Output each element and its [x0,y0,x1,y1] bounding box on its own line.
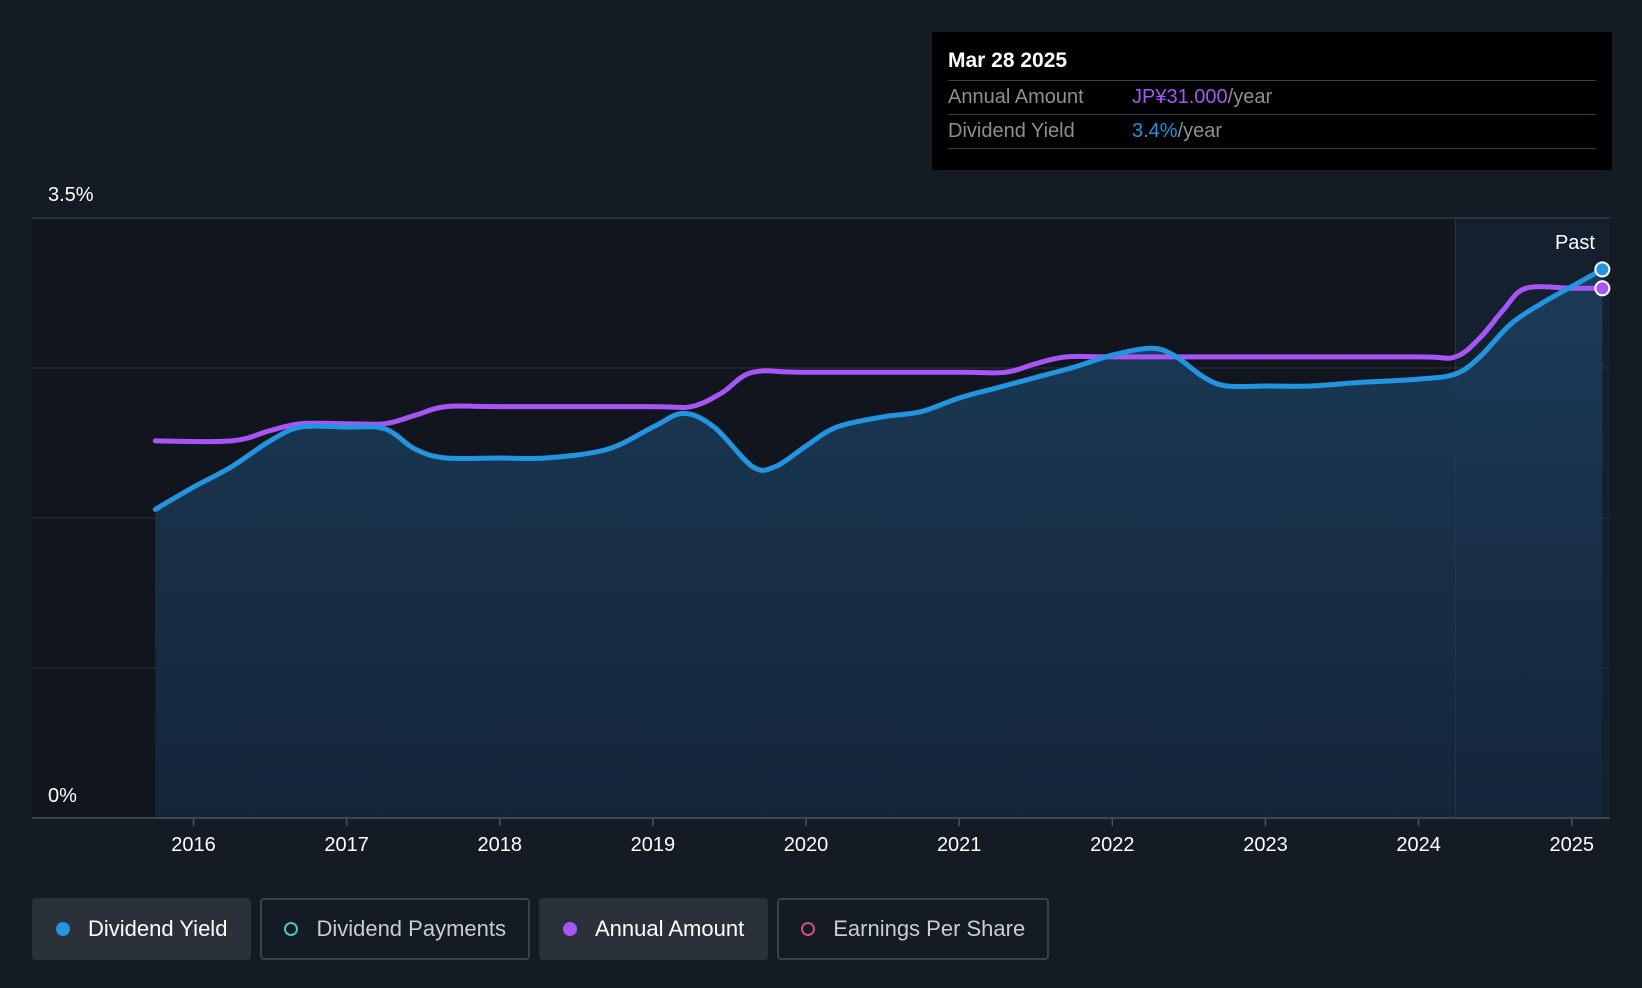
legend-dividend-payments-button[interactable]: Dividend Payments [260,898,530,960]
legend-label: Annual Amount [594,916,745,941]
tooltip-unit: /year [1177,120,1223,142]
x-tick-label: 2020 [784,834,829,856]
legend-label: Dividend Yield [88,916,228,941]
x-tick-label: 2025 [1549,834,1594,856]
x-tick-label: 2016 [171,834,216,856]
legend-earnings-per-share-button[interactable]: Earnings Per Share [777,898,1050,960]
annual-amount-line[interactable] [152,284,1605,445]
filled-circle-icon [56,922,70,936]
x-tick-label: 2019 [631,834,676,856]
x-tick-label: 2018 [478,834,523,856]
legend-label: Earnings Per Share [833,916,1026,941]
tooltip-value: JP¥31.000 [1132,86,1228,108]
tooltip-row-annual-amount: Annual Amount JP¥31.000 /year [948,81,1596,115]
chart-legend: Dividend Yield Dividend Payments Annual … [32,898,1050,960]
hollow-circle-icon [284,922,299,936]
legend-dividend-yield-button[interactable]: Dividend Yield [32,898,252,960]
y-axis-max-label: 3.5% [48,184,94,206]
chart-tooltip: Mar 28 2025 Annual Amount JP¥31.000 /yea… [932,32,1612,170]
y-axis-min-label: 0% [48,785,77,807]
hollow-circle-icon [801,922,816,936]
x-tick-label: 2024 [1396,834,1441,856]
x-tick-label: 2021 [937,834,982,856]
x-tick-label: 2022 [1090,834,1135,856]
yield-end-marker[interactable] [1594,261,1611,278]
tooltip-value: 3.4% [1132,120,1178,142]
tooltip-unit: /year [1227,86,1273,108]
amount-end-marker[interactable] [1594,280,1611,297]
legend-annual-amount-button[interactable]: Annual Amount [538,898,769,960]
legend-label: Dividend Payments [316,916,506,941]
x-tick-label: 2023 [1243,834,1288,856]
tooltip-row-dividend-yield: Dividend Yield 3.4% /year [948,115,1596,149]
past-label: Past [1555,232,1595,254]
tooltip-date: Mar 28 2025 [948,46,1596,81]
filled-circle-icon [562,922,577,936]
tooltip-label: Annual Amount [948,86,1084,108]
x-tick-label: 2017 [324,834,369,856]
tooltip-label: Dividend Yield [948,120,1075,142]
dividend-yield-line[interactable] [152,266,1605,512]
yield-area [155,269,1603,818]
x-axis-ticks: 2016 2017 2018 2019 2020 2021 2022 2023 2024 2025 [171,818,1594,856]
